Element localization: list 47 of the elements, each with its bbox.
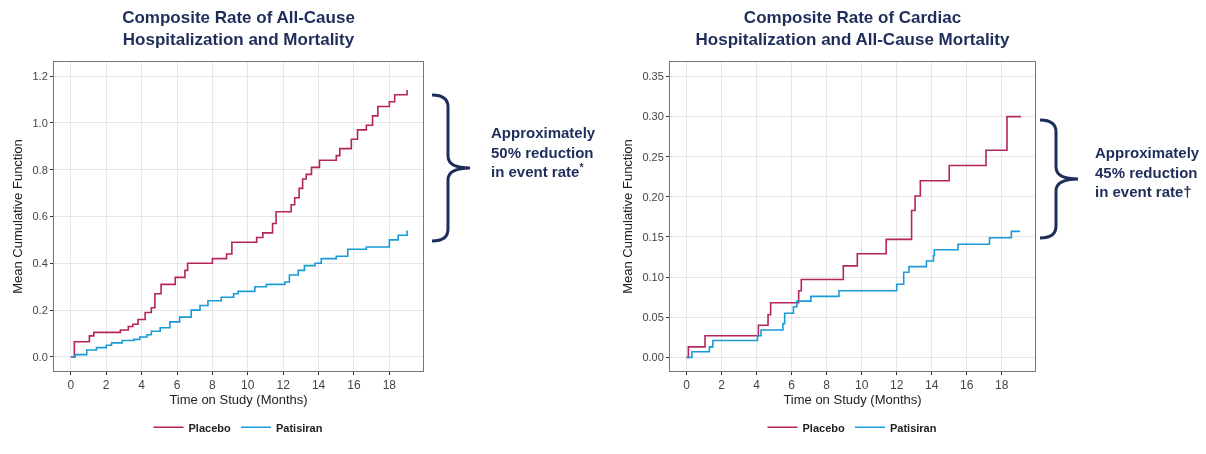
x-tick-label: 0: [67, 378, 75, 393]
x-tick-label: 10: [855, 378, 869, 393]
y-tick-label: 0.35: [642, 70, 664, 83]
x-tick-label: 6: [173, 378, 181, 393]
x-tick-label: 4: [138, 378, 146, 393]
x-tick-label: 8: [823, 378, 831, 393]
y-axis-title: Mean Cumulative Function: [10, 139, 26, 294]
x-tick-label: 12: [276, 378, 291, 393]
y-tick-label: 0.30: [642, 110, 664, 123]
y-tick-label: 0.2: [32, 303, 48, 316]
y-tick-label: 0.0: [32, 350, 48, 363]
x-tick-label: 0: [683, 378, 691, 393]
legend-label: Placebo: [802, 421, 845, 434]
x-tick-label: 14: [311, 378, 326, 393]
x-tick-label: 6: [788, 378, 796, 393]
y-tick-label: 0.20: [642, 190, 664, 203]
y-tick-label: 1.0: [32, 116, 48, 129]
y-tick-label: 0.25: [642, 150, 664, 163]
y-axis-title: Mean Cumulative Function: [620, 139, 636, 294]
legend-label: Placebo: [188, 421, 231, 434]
x-tick-label: 18: [995, 378, 1009, 393]
chart-title: Composite Rate of Cardiac Hospitalization and All-Cause Mortality: [695, 7, 1010, 49]
x-tick-label: 2: [718, 378, 726, 393]
legend-label: Patisiran: [275, 421, 323, 434]
x-tick-label: 16: [347, 378, 361, 393]
x-tick-label: 2: [102, 378, 110, 393]
x-axis-title: Time on Study (Months): [783, 392, 922, 408]
x-tick-label: 14: [925, 378, 939, 393]
x-axis-title: Time on Study (Months): [169, 392, 308, 408]
y-tick-label: 1.2: [32, 69, 48, 82]
x-tick-label: 8: [209, 378, 217, 393]
y-tick-label: 0.8: [32, 163, 48, 176]
y-tick-label: 0.00: [642, 351, 664, 364]
y-tick-label: 0.10: [642, 270, 664, 283]
y-tick-label: 0.6: [32, 210, 48, 223]
text: Approximately 50% reduction in event rate$^{*}$: [491, 124, 596, 180]
y-tick-label: 0.15: [642, 230, 664, 243]
x-tick-label: 18: [382, 378, 397, 393]
x-tick-label: 4: [753, 378, 761, 393]
x-tick-label: 10: [241, 378, 255, 393]
legend-label: Patisiran: [889, 421, 937, 434]
text: Approximately 45% reduction in event rate†: [1095, 144, 1200, 200]
y-tick-label: 0.05: [642, 311, 664, 324]
y-tick-label: 0.4: [32, 257, 48, 270]
x-tick-label: 16: [960, 378, 974, 393]
chart-title: Composite Rate of All-Cause Hospitalization and Mortality: [122, 7, 355, 49]
x-tick-label: 12: [890, 378, 904, 393]
